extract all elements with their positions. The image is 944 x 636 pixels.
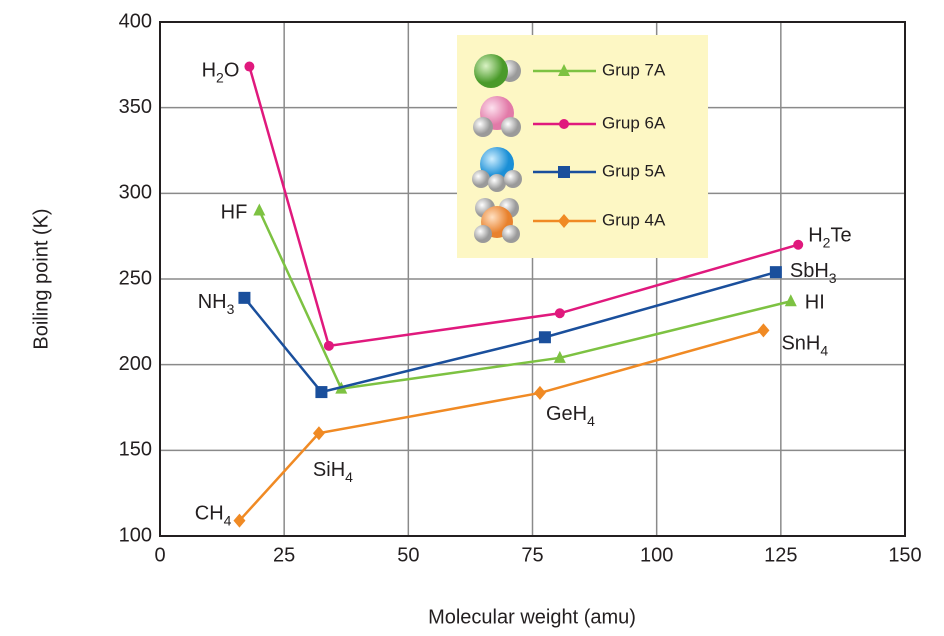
point-label-subscript: 3 [829, 270, 837, 286]
point-label-text: HF [221, 202, 248, 224]
point-label-text: GeH [546, 403, 587, 425]
point-label-text: O [224, 60, 240, 82]
y-tick-label: 250 [119, 267, 152, 289]
point-label-text: NH [198, 291, 227, 313]
icon-atom [474, 54, 508, 88]
icon-atom [488, 174, 506, 192]
point-label-subscript: 3 [227, 301, 235, 317]
point-label: HF [221, 202, 248, 224]
point-label-subscript: 4 [224, 512, 232, 528]
icon-atom [501, 117, 521, 137]
point-label: NH3 [198, 291, 235, 316]
point [315, 386, 327, 398]
legend-label: Grup 6A [602, 113, 666, 132]
point-label: CH4 [195, 503, 232, 528]
x-tick-label: 150 [888, 544, 921, 566]
legend-label: Grup 7A [602, 60, 666, 79]
point-label: SiH4 [313, 459, 353, 484]
point-label: SnH4 [781, 333, 828, 358]
point [770, 266, 782, 278]
point-label-subscript: 4 [820, 342, 828, 358]
x-tick-label: 50 [397, 544, 419, 566]
x-axis-label: Molecular weight (amu) [428, 606, 636, 628]
point [244, 62, 254, 72]
point [539, 331, 551, 343]
x-tick-label: 25 [273, 544, 295, 566]
point-label-subscript: 4 [587, 413, 595, 429]
legend-label: Grup 4A [602, 210, 666, 229]
y-axis-label: Boiling point (K) [30, 208, 52, 349]
point [793, 240, 803, 250]
point-label-subscript: 2 [216, 69, 224, 85]
icon-atom [473, 117, 493, 137]
point-label-subscript: 4 [345, 469, 353, 485]
point-label: H2Te [808, 225, 851, 250]
point-label-text: SnH [781, 333, 820, 355]
point-label-text: H [808, 225, 822, 247]
point-label-text: SiH [313, 459, 345, 481]
y-tick-label: 400 [119, 10, 152, 32]
x-tick-label: 0 [154, 544, 165, 566]
point-label-text: SbH [790, 260, 829, 282]
series-line [239, 330, 763, 520]
point [534, 386, 546, 400]
y-tick-label: 100 [119, 524, 152, 546]
legend-marker [559, 119, 569, 129]
y-tick-label: 350 [119, 96, 152, 118]
icon-atom [474, 225, 492, 243]
chart: Molecular weight (amu) Boiling point (K)… [0, 0, 944, 636]
point-label: H2O [202, 60, 240, 85]
x-tick-label: 75 [521, 544, 543, 566]
y-tick-label: 200 [119, 353, 152, 375]
icon-atom [502, 225, 520, 243]
point [785, 294, 797, 306]
point-label: HI [805, 292, 825, 314]
icon-atom [504, 170, 522, 188]
point [238, 292, 250, 304]
point [253, 203, 265, 215]
point [757, 323, 769, 337]
point-label: GeH4 [546, 403, 595, 428]
point-label-text: Te [830, 225, 851, 247]
x-tick-label: 100 [640, 544, 673, 566]
legend-marker [558, 166, 570, 178]
point-label-text: CH [195, 503, 224, 525]
point-label-text: H [202, 60, 216, 82]
icon-atom [472, 170, 490, 188]
x-tick-label: 125 [764, 544, 797, 566]
point [324, 341, 334, 351]
point-label: SbH3 [790, 260, 837, 285]
point-label-text: HI [805, 292, 825, 314]
y-tick-label: 150 [119, 439, 152, 461]
point [555, 308, 565, 318]
legend-label: Grup 5A [602, 161, 666, 180]
y-tick-label: 300 [119, 182, 152, 204]
